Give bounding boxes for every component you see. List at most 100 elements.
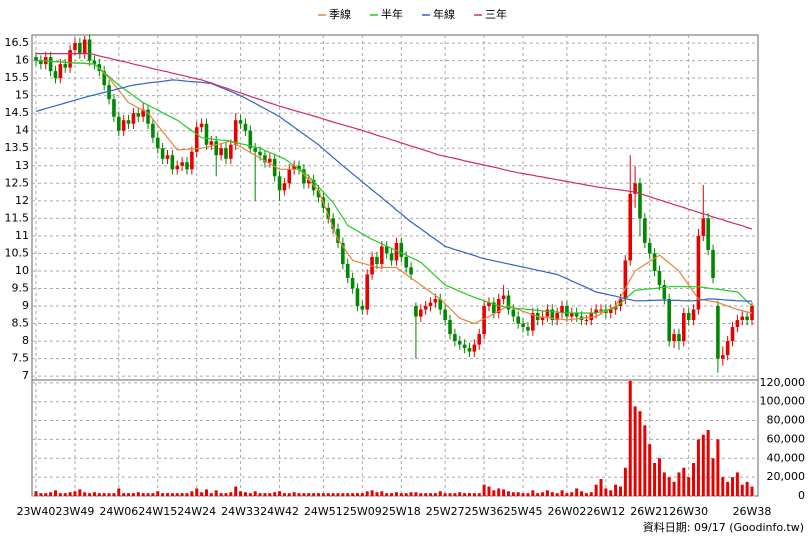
candle-body	[297, 165, 301, 170]
candle-body	[229, 144, 233, 159]
candle-body	[457, 341, 462, 345]
candle-body	[253, 148, 257, 152]
volume-bar	[287, 493, 291, 496]
candle-body	[287, 169, 292, 184]
volume-bar	[594, 484, 598, 496]
candle-body	[740, 316, 745, 321]
legend-label: 半年	[381, 7, 403, 21]
candle-body	[48, 57, 53, 72]
y-tick-label: 8	[22, 334, 29, 347]
y-tick-label: 14	[15, 124, 29, 137]
candle-body	[219, 148, 223, 156]
volume-bar	[390, 493, 394, 496]
volume-bar	[672, 481, 676, 496]
candle-body	[375, 256, 379, 264]
candle-body	[516, 316, 521, 324]
candle-body	[735, 320, 740, 328]
y-tick-label: 13.5	[5, 141, 30, 154]
volume-bar	[321, 493, 325, 496]
candle-body	[418, 309, 423, 317]
candle-body	[121, 120, 126, 131]
candle-body	[720, 355, 725, 359]
volume-bar	[112, 493, 116, 496]
volume-bar	[623, 467, 627, 496]
candle-body	[238, 120, 243, 124]
volume-bar	[633, 406, 637, 496]
volume-bar	[409, 492, 413, 496]
candle-body	[594, 309, 598, 314]
volume-bar	[58, 493, 62, 496]
x-tick-label: 25W18	[382, 505, 421, 518]
candle-body	[443, 309, 447, 321]
footer: 資料日期: 09/17 (Goodinfo.tw)	[643, 520, 804, 534]
plot-frame	[31, 34, 759, 497]
candle-body	[112, 99, 116, 117]
volume-bar	[467, 493, 471, 496]
x-tick-label: 26W21	[630, 505, 669, 518]
volume-bar	[502, 489, 506, 496]
volume-bar	[360, 493, 364, 496]
candle-body	[39, 60, 43, 65]
candle-body	[336, 228, 340, 243]
volume-bar	[726, 481, 730, 496]
volume-bar	[385, 493, 389, 496]
volume-bar	[263, 493, 267, 496]
y-tick-label: 15	[15, 89, 29, 102]
volume-bar	[88, 493, 92, 496]
y-tick-label: 16.5	[5, 36, 30, 49]
candle-body	[175, 165, 180, 170]
volume-bar	[414, 492, 418, 496]
candle-body	[394, 242, 399, 261]
candle-body	[263, 155, 267, 163]
candle-body	[511, 309, 516, 317]
volume-bar	[92, 492, 96, 496]
volume-bar	[63, 493, 67, 496]
volume-bar	[355, 493, 359, 496]
candle-body	[63, 64, 68, 68]
candle-body	[141, 109, 145, 117]
y-tick-label: 13	[15, 159, 29, 172]
candle-body	[380, 246, 384, 264]
candle-body	[102, 71, 106, 86]
candle-body	[565, 306, 569, 317]
volume-bar	[657, 458, 661, 496]
y-tick-label: 10.5	[5, 246, 30, 259]
volume-bar	[282, 493, 286, 496]
volume-bar	[229, 492, 233, 496]
volume-bar	[463, 493, 467, 496]
x-tick-label: 26W02	[547, 505, 586, 518]
volume-bar	[68, 492, 72, 496]
volume-bar	[740, 484, 744, 496]
candle-body	[365, 274, 370, 310]
candle-body	[282, 183, 287, 191]
volume-bar	[531, 490, 535, 496]
candle-body	[701, 218, 706, 236]
volume-bar	[628, 380, 632, 496]
volume-bar	[662, 472, 666, 496]
x-tick-label: 24W51	[304, 505, 343, 518]
candle-body	[521, 323, 525, 328]
candle-body	[540, 316, 545, 321]
candle-body	[477, 334, 482, 345]
legend-label: 年線	[433, 7, 455, 21]
volume-bar	[209, 493, 213, 496]
volume-bar	[214, 490, 218, 496]
candle-body	[589, 313, 594, 321]
volume-bar	[302, 493, 306, 496]
volume-bar	[667, 477, 671, 496]
volume-bar	[127, 493, 131, 496]
candle-body	[389, 253, 394, 261]
volume-bar	[326, 493, 330, 496]
candle-body	[355, 288, 360, 307]
candle-body	[331, 218, 335, 229]
candle-body	[131, 113, 136, 124]
candle-body	[248, 130, 253, 149]
candle-body	[306, 179, 311, 184]
candle-body	[545, 309, 550, 317]
volume-bar	[526, 493, 530, 496]
volume-bar	[380, 491, 384, 496]
candle-body	[165, 155, 170, 159]
volume-bar	[643, 425, 647, 496]
volume-bar	[711, 458, 715, 496]
candle-body	[526, 327, 530, 331]
